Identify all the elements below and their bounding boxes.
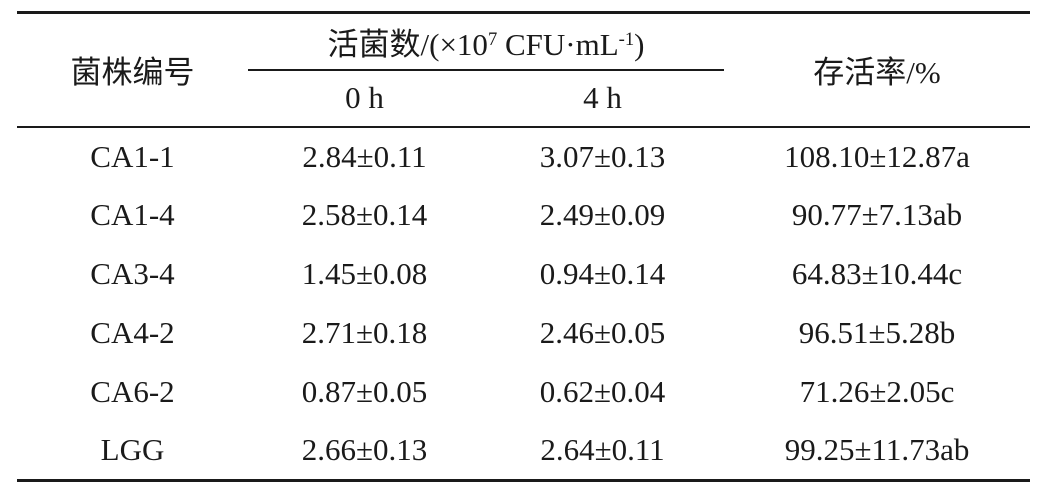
cell-strain-id: CA6-2 (90, 374, 175, 409)
table-row: CA3-4 1.45±0.08 0.94±0.14 64.83±10.44c (17, 245, 1030, 304)
table-row: LGG 2.66±0.13 2.64±0.11 99.25±11.73ab (17, 422, 1030, 481)
cell-strain-id: CA3-4 (90, 256, 175, 291)
cell-survival-rate: 90.77±7.13ab (791, 197, 963, 232)
table-row: CA1-4 2.58±0.14 2.49±0.09 90.77±7.13ab (17, 186, 1030, 245)
table-row: CA1-1 2.84±0.11 3.07±0.13 108.10±12.87a (17, 127, 1030, 186)
viable-count-neg-exponent: -1 (618, 28, 635, 50)
cell-viable-4h: 2.64±0.11 (540, 432, 665, 468)
viable-count-exponent: 7 (487, 28, 498, 50)
viable-count-label-mid: CFU·mL (497, 26, 619, 62)
cell-strain-id: CA1-4 (90, 197, 175, 232)
cell-viable-0h: 2.71±0.18 (301, 315, 428, 350)
cell-survival-rate: 71.26±2.05c (799, 374, 955, 409)
cell-viable-0h: 0.87±0.05 (301, 374, 428, 409)
viable-count-label-suffix: ) (634, 26, 645, 62)
viable-count-label-prefix: 活菌数/(×10 (327, 26, 488, 62)
subheader-0h: 0 h (345, 80, 384, 115)
strain-viability-table: 菌株编号 活菌数/(×107 CFU·mL-1) 存活率/% 0 h 4 h C… (17, 11, 1031, 482)
cell-survival-rate: 99.25±11.73ab (784, 432, 970, 468)
cell-survival-rate: 96.51±5.28b (798, 315, 956, 350)
col-header-survival-rate: 存活率/% (813, 55, 941, 91)
subheader-4h: 4 h (583, 80, 622, 115)
cell-strain-id: CA1-1 (90, 138, 175, 174)
cell-viable-4h: 0.62±0.04 (539, 374, 666, 409)
cell-viable-4h: 2.49±0.09 (539, 197, 666, 232)
cell-viable-0h: 1.45±0.08 (301, 256, 428, 291)
cell-strain-id: CA4-2 (90, 315, 175, 350)
cell-viable-0h: 2.84±0.11 (302, 138, 427, 174)
cell-viable-4h: 0.94±0.14 (539, 256, 666, 291)
col-header-viable-count: 活菌数/(×107 CFU·mL-1) (248, 12, 725, 71)
table-header: 菌株编号 活菌数/(×107 CFU·mL-1) 存活率/% 0 h 4 h (17, 12, 1031, 127)
col-header-strain-id: 菌株编号 (70, 55, 195, 91)
cell-viable-0h: 2.66±0.13 (301, 432, 428, 468)
table-row: CA4-2 2.71±0.18 2.46±0.05 96.51±5.28b (17, 304, 1030, 363)
table-body: CA1-1 2.84±0.11 3.07±0.13 108.10±12.87a … (17, 127, 1030, 481)
cell-survival-rate: 64.83±10.44c (791, 256, 963, 291)
cell-viable-4h: 2.46±0.05 (539, 315, 666, 350)
cell-viable-0h: 2.58±0.14 (301, 197, 428, 232)
cell-strain-id: LGG (100, 432, 165, 468)
table-row: CA6-2 0.87±0.05 0.62±0.04 71.26±2.05c (17, 363, 1030, 422)
cell-viable-4h: 3.07±0.13 (539, 138, 666, 174)
cell-survival-rate: 108.10±12.87a (784, 138, 970, 174)
